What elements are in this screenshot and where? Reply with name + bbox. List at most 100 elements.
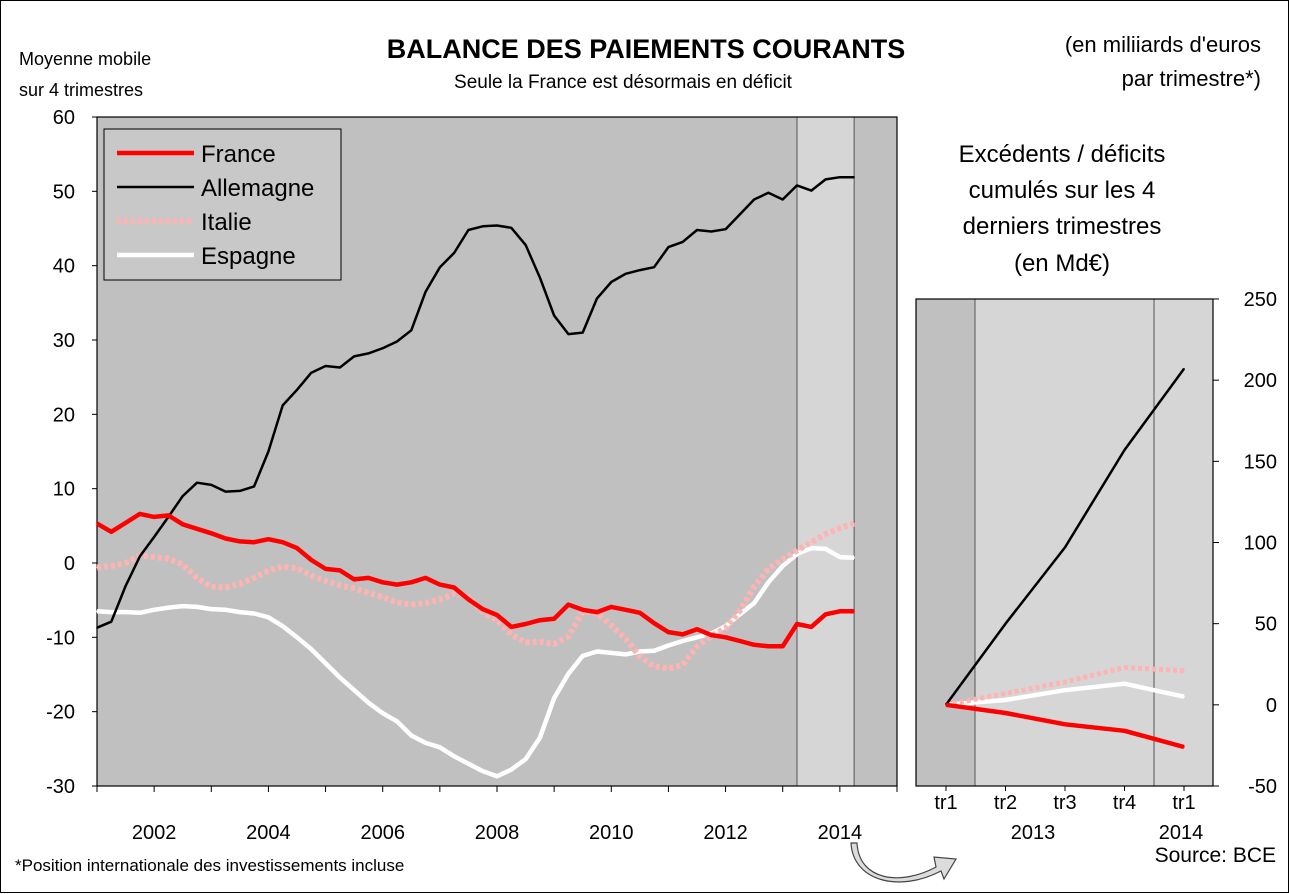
data-point-france <box>196 528 198 530</box>
inset-title-line3: derniers trimestres <box>963 213 1162 240</box>
curved-arrow-icon <box>850 842 958 883</box>
data-point-espagne <box>181 605 184 607</box>
data-point-espagne <box>296 636 298 639</box>
data-point-allemagne <box>724 228 727 230</box>
data-point-france <box>624 609 627 611</box>
legend-label-allemagne: Allemagne <box>201 175 314 202</box>
data-point-france <box>567 603 570 606</box>
data-point-allemagne <box>496 224 498 227</box>
data-point-allemagne <box>639 269 641 271</box>
data-point-france <box>596 611 598 613</box>
data-point-espagne <box>553 697 555 700</box>
inset-title-line1: Excédents / déficits <box>959 141 1166 168</box>
series-line-espagne <box>96 545 855 779</box>
data-point-espagne <box>510 768 513 771</box>
data-point-italie <box>839 527 841 529</box>
data-point-allemagne <box>153 536 155 538</box>
legend-label-italie: Italie <box>201 209 252 236</box>
data-point-espagne <box>810 547 813 549</box>
data-point-allemagne <box>367 352 370 355</box>
data-point-allemagne <box>510 227 513 229</box>
data-point-espagne <box>467 762 470 765</box>
data-point-allemagne <box>224 490 227 493</box>
data-point-france <box>524 623 527 625</box>
data-point-france <box>553 618 555 620</box>
data-point-espagne <box>496 775 498 778</box>
data-point-espagne <box>539 736 541 739</box>
data-point-espagne <box>839 556 841 558</box>
data-point-allemagne <box>239 490 241 492</box>
data-point-allemagne <box>410 329 413 332</box>
legend: France Allemagne Italie Espagne <box>103 128 342 281</box>
data-point-espagne <box>681 640 684 642</box>
y-axis-note-line2: sur 4 trimestres <box>19 80 143 100</box>
y-axis-note-line1: Moyenne mobile <box>19 49 151 69</box>
x-tick-label: 2006 <box>360 822 405 844</box>
y-tick-label: 0 <box>64 553 75 575</box>
data-point-france <box>439 583 441 586</box>
inset-data-point-allemagne <box>1064 546 1066 549</box>
inset-year-label: 2014 <box>1159 822 1204 844</box>
data-point-italie <box>324 580 327 582</box>
data-point-allemagne <box>196 481 198 484</box>
data-point-allemagne <box>267 450 270 453</box>
data-point-espagne <box>239 611 241 613</box>
data-point-italie <box>667 667 670 670</box>
data-point-italie <box>281 565 284 568</box>
data-point-italie <box>396 601 398 604</box>
data-point-italie <box>267 569 270 572</box>
data-point-allemagne <box>796 184 798 187</box>
chart-title: BALANCE DES PAIEMENTS COURANTS <box>387 34 906 64</box>
inset-year-label: 2013 <box>1011 822 1056 844</box>
data-point-italie <box>253 577 255 579</box>
y-tick-label: 60 <box>53 107 75 129</box>
data-point-italie <box>210 586 213 588</box>
data-point-italie <box>496 619 498 621</box>
data-point-allemagne <box>710 230 713 233</box>
data-point-france <box>824 613 827 616</box>
data-point-allemagne <box>739 213 741 216</box>
data-point-italie <box>767 568 770 570</box>
inset-y-tick-label: 150 <box>1244 451 1277 473</box>
data-point-france <box>339 569 341 572</box>
data-point-allemagne <box>124 585 127 587</box>
y-tick-label: -30 <box>46 776 75 798</box>
data-point-allemagne <box>467 229 470 231</box>
data-point-espagne <box>767 581 770 584</box>
data-point-france <box>496 614 498 616</box>
data-point-allemagne <box>667 246 670 248</box>
x-tick-label: 2014 <box>818 822 863 844</box>
inset-data-point-allemagne <box>1123 449 1126 451</box>
data-point-allemagne <box>381 347 384 350</box>
data-point-france <box>110 531 113 533</box>
data-point-italie <box>124 562 127 564</box>
data-point-espagne <box>281 625 284 627</box>
data-point-italie <box>639 655 641 658</box>
data-point-france <box>839 610 841 613</box>
data-point-france <box>424 577 427 579</box>
data-point-espagne <box>224 609 227 611</box>
data-point-espagne <box>653 649 655 652</box>
data-point-italie <box>696 645 698 648</box>
data-point-allemagne <box>310 371 313 374</box>
data-point-allemagne <box>439 266 441 269</box>
inset-data-point-espagne <box>1123 682 1126 685</box>
data-point-france <box>753 644 755 646</box>
data-point-allemagne <box>253 485 255 488</box>
data-point-italie <box>553 643 555 645</box>
unit-note-line1: (en miliiards d'euros <box>1065 32 1261 57</box>
data-point-italie <box>824 533 827 535</box>
data-point-allemagne <box>681 241 684 243</box>
inset-data-point-italie <box>1064 681 1066 683</box>
data-point-france <box>639 612 641 614</box>
data-point-france <box>296 547 298 549</box>
data-point-espagne <box>339 676 341 679</box>
data-point-france <box>453 586 455 589</box>
data-point-allemagne <box>524 244 527 246</box>
data-point-italie <box>439 598 441 601</box>
data-point-allemagne <box>810 189 813 192</box>
data-point-italie <box>96 566 98 569</box>
data-point-italie <box>224 586 227 589</box>
data-point-espagne <box>610 652 613 654</box>
